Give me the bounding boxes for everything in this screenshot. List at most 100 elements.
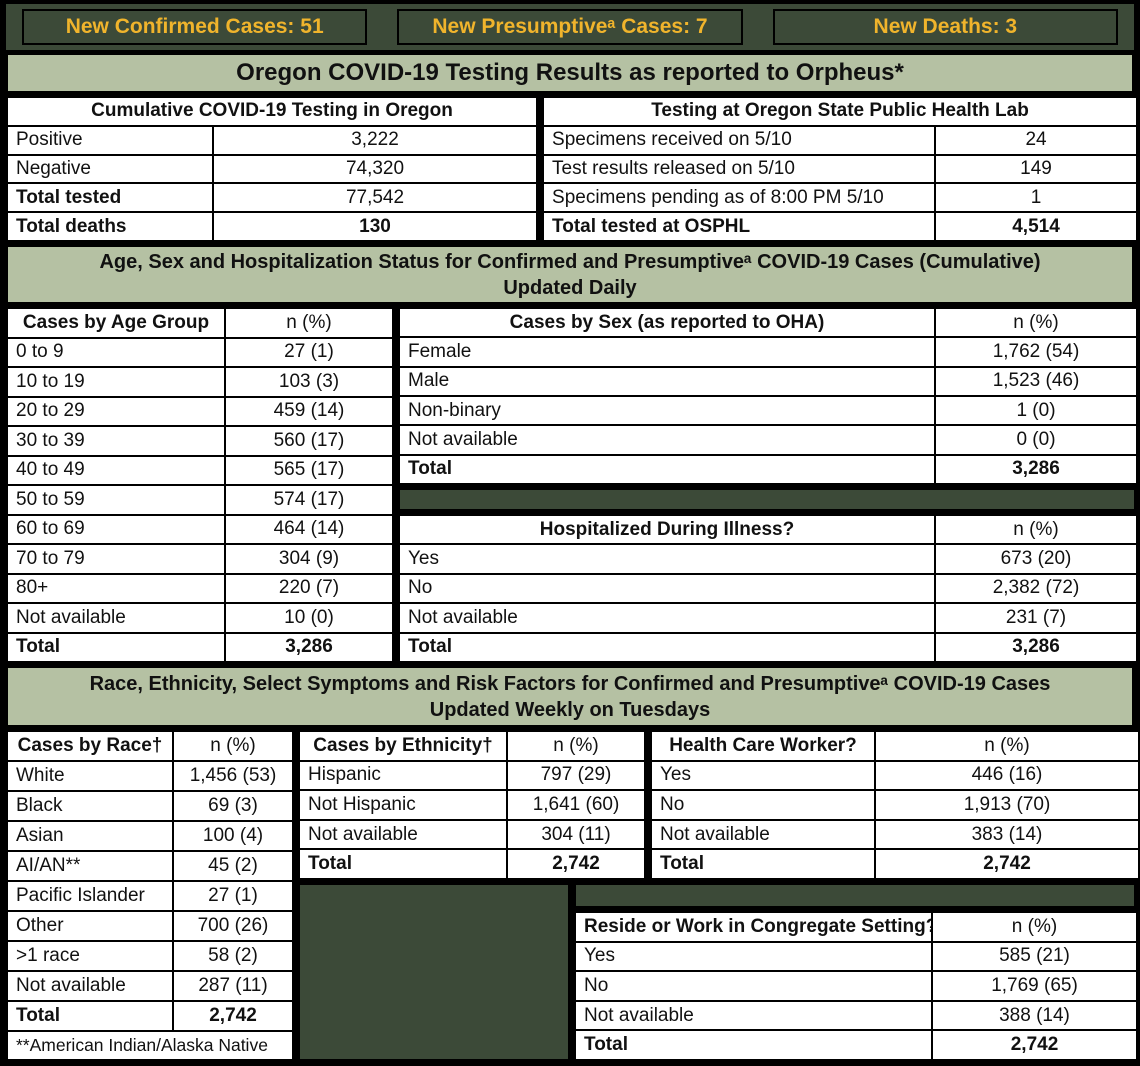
age-table-title: Cases by Age Group xyxy=(6,307,226,339)
table-row: Total 2,742 xyxy=(298,848,646,880)
row-label: 50 to 59 xyxy=(6,484,226,516)
row-label: Not available xyxy=(6,602,226,634)
row-label: 40 to 49 xyxy=(6,454,226,486)
congregate-setting-table: Reside or Work in Congregate Setting?‡ n… xyxy=(574,911,1138,1061)
row-label: Not available xyxy=(298,818,508,851)
row-value: 27 (1) xyxy=(172,880,294,913)
row-value: 27 (1) xyxy=(224,336,394,368)
table-row: Not available 0 (0) xyxy=(398,424,1138,456)
new-confirmed-cases-box: New Confirmed Cases: 51 xyxy=(22,9,368,45)
dark-green-filler xyxy=(298,883,570,1061)
table-row: Total tested 77,542 xyxy=(6,182,539,214)
row-value: 673 (20) xyxy=(934,543,1138,575)
table-row: 40 to 49 565 (17) xyxy=(6,454,394,486)
table-row: Total 3,286 xyxy=(6,631,394,663)
table-row: AI/AN** 45 (2) xyxy=(6,850,294,883)
row-label: 20 to 29 xyxy=(6,395,226,427)
row-label: 70 to 79 xyxy=(6,543,226,575)
table-row: Yes 673 (20) xyxy=(398,543,1138,575)
table-row: Not available 388 (14) xyxy=(574,999,1138,1032)
row-value: 700 (26) xyxy=(172,910,294,943)
ethnicity-hcw-row: Cases by Ethnicity† n (%) Hispanic 797 (2… xyxy=(298,730,1140,880)
row-value: 1,762 (54) xyxy=(934,336,1138,368)
sex-hospitalized-column: Cases by Sex (as reported to OHA) n (%) … xyxy=(398,306,1138,664)
row-value: 388 (14) xyxy=(931,999,1138,1032)
new-deaths-label: New Deaths: 3 xyxy=(873,15,1018,38)
row-label: Not available xyxy=(398,424,936,456)
n-percent-header: n (%) xyxy=(224,307,394,339)
hospitalized-table: Hospitalized During Illness? n (%) Yes 67… xyxy=(398,513,1138,664)
table-row: 50 to 59 574 (17) xyxy=(6,484,394,516)
table-row: Hispanic 797 (29) xyxy=(298,759,646,792)
row-value: 3,222 xyxy=(211,124,539,156)
sex-table-title: Cases by Sex (as reported to OHA) xyxy=(398,306,936,339)
table-row: Not available 10 (0) xyxy=(6,602,394,634)
row-label: Not available xyxy=(574,999,933,1032)
row-label: Total tested at OSPHL xyxy=(542,211,937,242)
row-value: 304 (9) xyxy=(224,543,394,575)
row-label: Yes xyxy=(574,940,933,973)
row-value: 130 xyxy=(211,211,539,242)
row-value: 2,742 xyxy=(874,848,1140,880)
row-value: 797 (29) xyxy=(506,759,646,792)
row-label: 60 to 69 xyxy=(6,513,226,545)
row-value: 574 (17) xyxy=(224,484,394,516)
n-percent-header: n (%) xyxy=(172,729,294,763)
dark-green-separator xyxy=(398,488,1136,511)
table-row: Positive 3,222 xyxy=(6,124,539,156)
table-row: Specimens pending as of 8:00 PM 5/10 1 xyxy=(542,182,1139,214)
row-label: Not available xyxy=(650,818,876,851)
ethnicity-hcw-column: Cases by Ethnicity† n (%) Hispanic 797 (2… xyxy=(298,730,1140,1061)
row-value: 3,286 xyxy=(224,631,394,663)
new-deaths-box: New Deaths: 3 xyxy=(772,9,1118,45)
table-row: Pacific Islander 27 (1) xyxy=(6,880,294,913)
section-header-line2: Updated Weekly on Tuesdays xyxy=(429,698,711,721)
section-header-line2: Updated Daily xyxy=(503,276,637,299)
row-label: Total xyxy=(650,848,876,880)
table-row: 10 to 19 103 (3) xyxy=(6,366,394,398)
row-label: White xyxy=(6,760,174,793)
table-row: Asian 100 (4) xyxy=(6,820,294,853)
table-row: 20 to 29 459 (14) xyxy=(6,395,394,427)
row-label: 10 to 19 xyxy=(6,366,226,398)
n-percent-header: n (%) xyxy=(934,306,1138,339)
row-value: 459 (14) xyxy=(224,395,394,427)
testing-section: Cumulative COVID-19 Testing in Oregon Po… xyxy=(5,96,1139,242)
row-value: 2,382 (72) xyxy=(934,572,1138,605)
row-value: 2,742 xyxy=(931,1029,1138,1061)
row-label: Specimens pending as of 8:00 PM 5/10 xyxy=(542,182,937,214)
row-label: Pacific Islander xyxy=(6,880,174,913)
n-percent-header: n (%) xyxy=(874,730,1140,762)
row-value: 10 (0) xyxy=(224,602,394,634)
table-row: Total 2,742 xyxy=(650,848,1140,880)
row-value: 1 (0) xyxy=(934,394,1138,427)
row-label: No xyxy=(650,789,876,821)
row-value: 149 xyxy=(934,153,1139,185)
row-label: 0 to 9 xyxy=(6,336,226,368)
table-row: Black 69 (3) xyxy=(6,790,294,823)
table-row: Total 2,742 xyxy=(574,1029,1138,1061)
row-value: 287 (11) xyxy=(172,970,294,1003)
row-value: 1,769 (65) xyxy=(931,970,1138,1002)
table-row: Not available 304 (11) xyxy=(298,818,646,851)
row-value: 45 (2) xyxy=(172,850,294,883)
row-value: 103 (3) xyxy=(224,366,394,398)
table-row: 60 to 69 464 (14) xyxy=(6,513,394,545)
osphl-testing-title: Testing at Oregon State Public Health La… xyxy=(542,96,1139,127)
table-row: 0 to 9 27 (1) xyxy=(6,336,394,368)
row-label: Not Hispanic xyxy=(298,789,508,821)
new-confirmed-cases-label: New Confirmed Cases: 51 xyxy=(65,15,324,38)
table-row: Not Hispanic 1,641 (60) xyxy=(298,789,646,821)
row-label: Positive xyxy=(6,124,214,156)
row-value: 77,542 xyxy=(211,182,539,214)
ethnicity-table-title: Cases by Ethnicity† xyxy=(298,730,508,762)
row-value: 220 (7) xyxy=(224,572,394,604)
table-row: Test results released on 5/10 149 xyxy=(542,153,1139,185)
row-label: Total xyxy=(6,1000,174,1033)
row-label: Total xyxy=(398,453,936,486)
row-label: >1 race xyxy=(6,940,174,973)
row-value: 585 (21) xyxy=(931,940,1138,973)
row-value: 24 xyxy=(934,124,1139,156)
n-percent-header: n (%) xyxy=(931,911,1138,943)
row-label: Not available xyxy=(398,602,936,634)
